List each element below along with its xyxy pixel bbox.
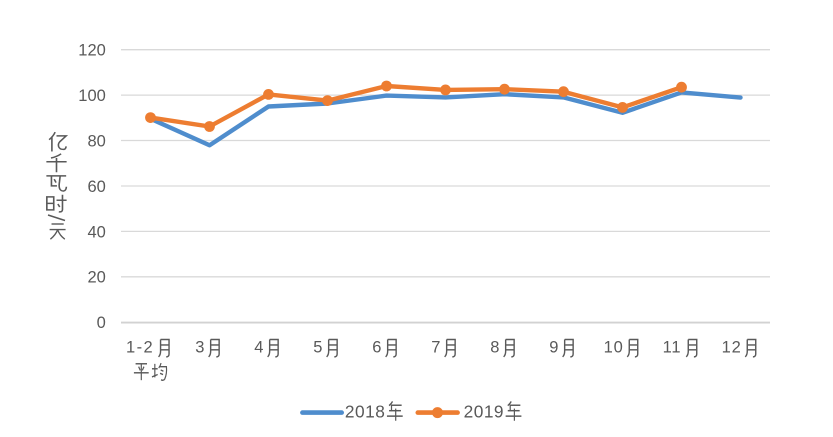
svg-text:3: 3 xyxy=(195,339,204,357)
svg-text:20: 20 xyxy=(87,269,105,287)
svg-text:1-2: 1-2 xyxy=(126,339,154,357)
svg-text:6: 6 xyxy=(372,339,381,357)
svg-text:4: 4 xyxy=(254,339,263,357)
svg-text:100: 100 xyxy=(78,87,106,105)
svg-text:0: 0 xyxy=(97,314,106,332)
svg-text:40: 40 xyxy=(87,223,105,241)
svg-text:11: 11 xyxy=(663,339,682,357)
svg-text:2018: 2018 xyxy=(345,401,385,421)
svg-text:9: 9 xyxy=(549,339,558,357)
svg-text:2019: 2019 xyxy=(464,401,504,421)
svg-text:80: 80 xyxy=(87,132,105,150)
svg-text:120: 120 xyxy=(78,42,106,60)
svg-text:8: 8 xyxy=(490,339,499,357)
svg-text:5: 5 xyxy=(313,339,322,357)
svg-text:12: 12 xyxy=(722,339,742,357)
svg-text:10: 10 xyxy=(604,339,624,357)
svg-text:7: 7 xyxy=(431,339,440,357)
svg-text:60: 60 xyxy=(87,178,105,196)
